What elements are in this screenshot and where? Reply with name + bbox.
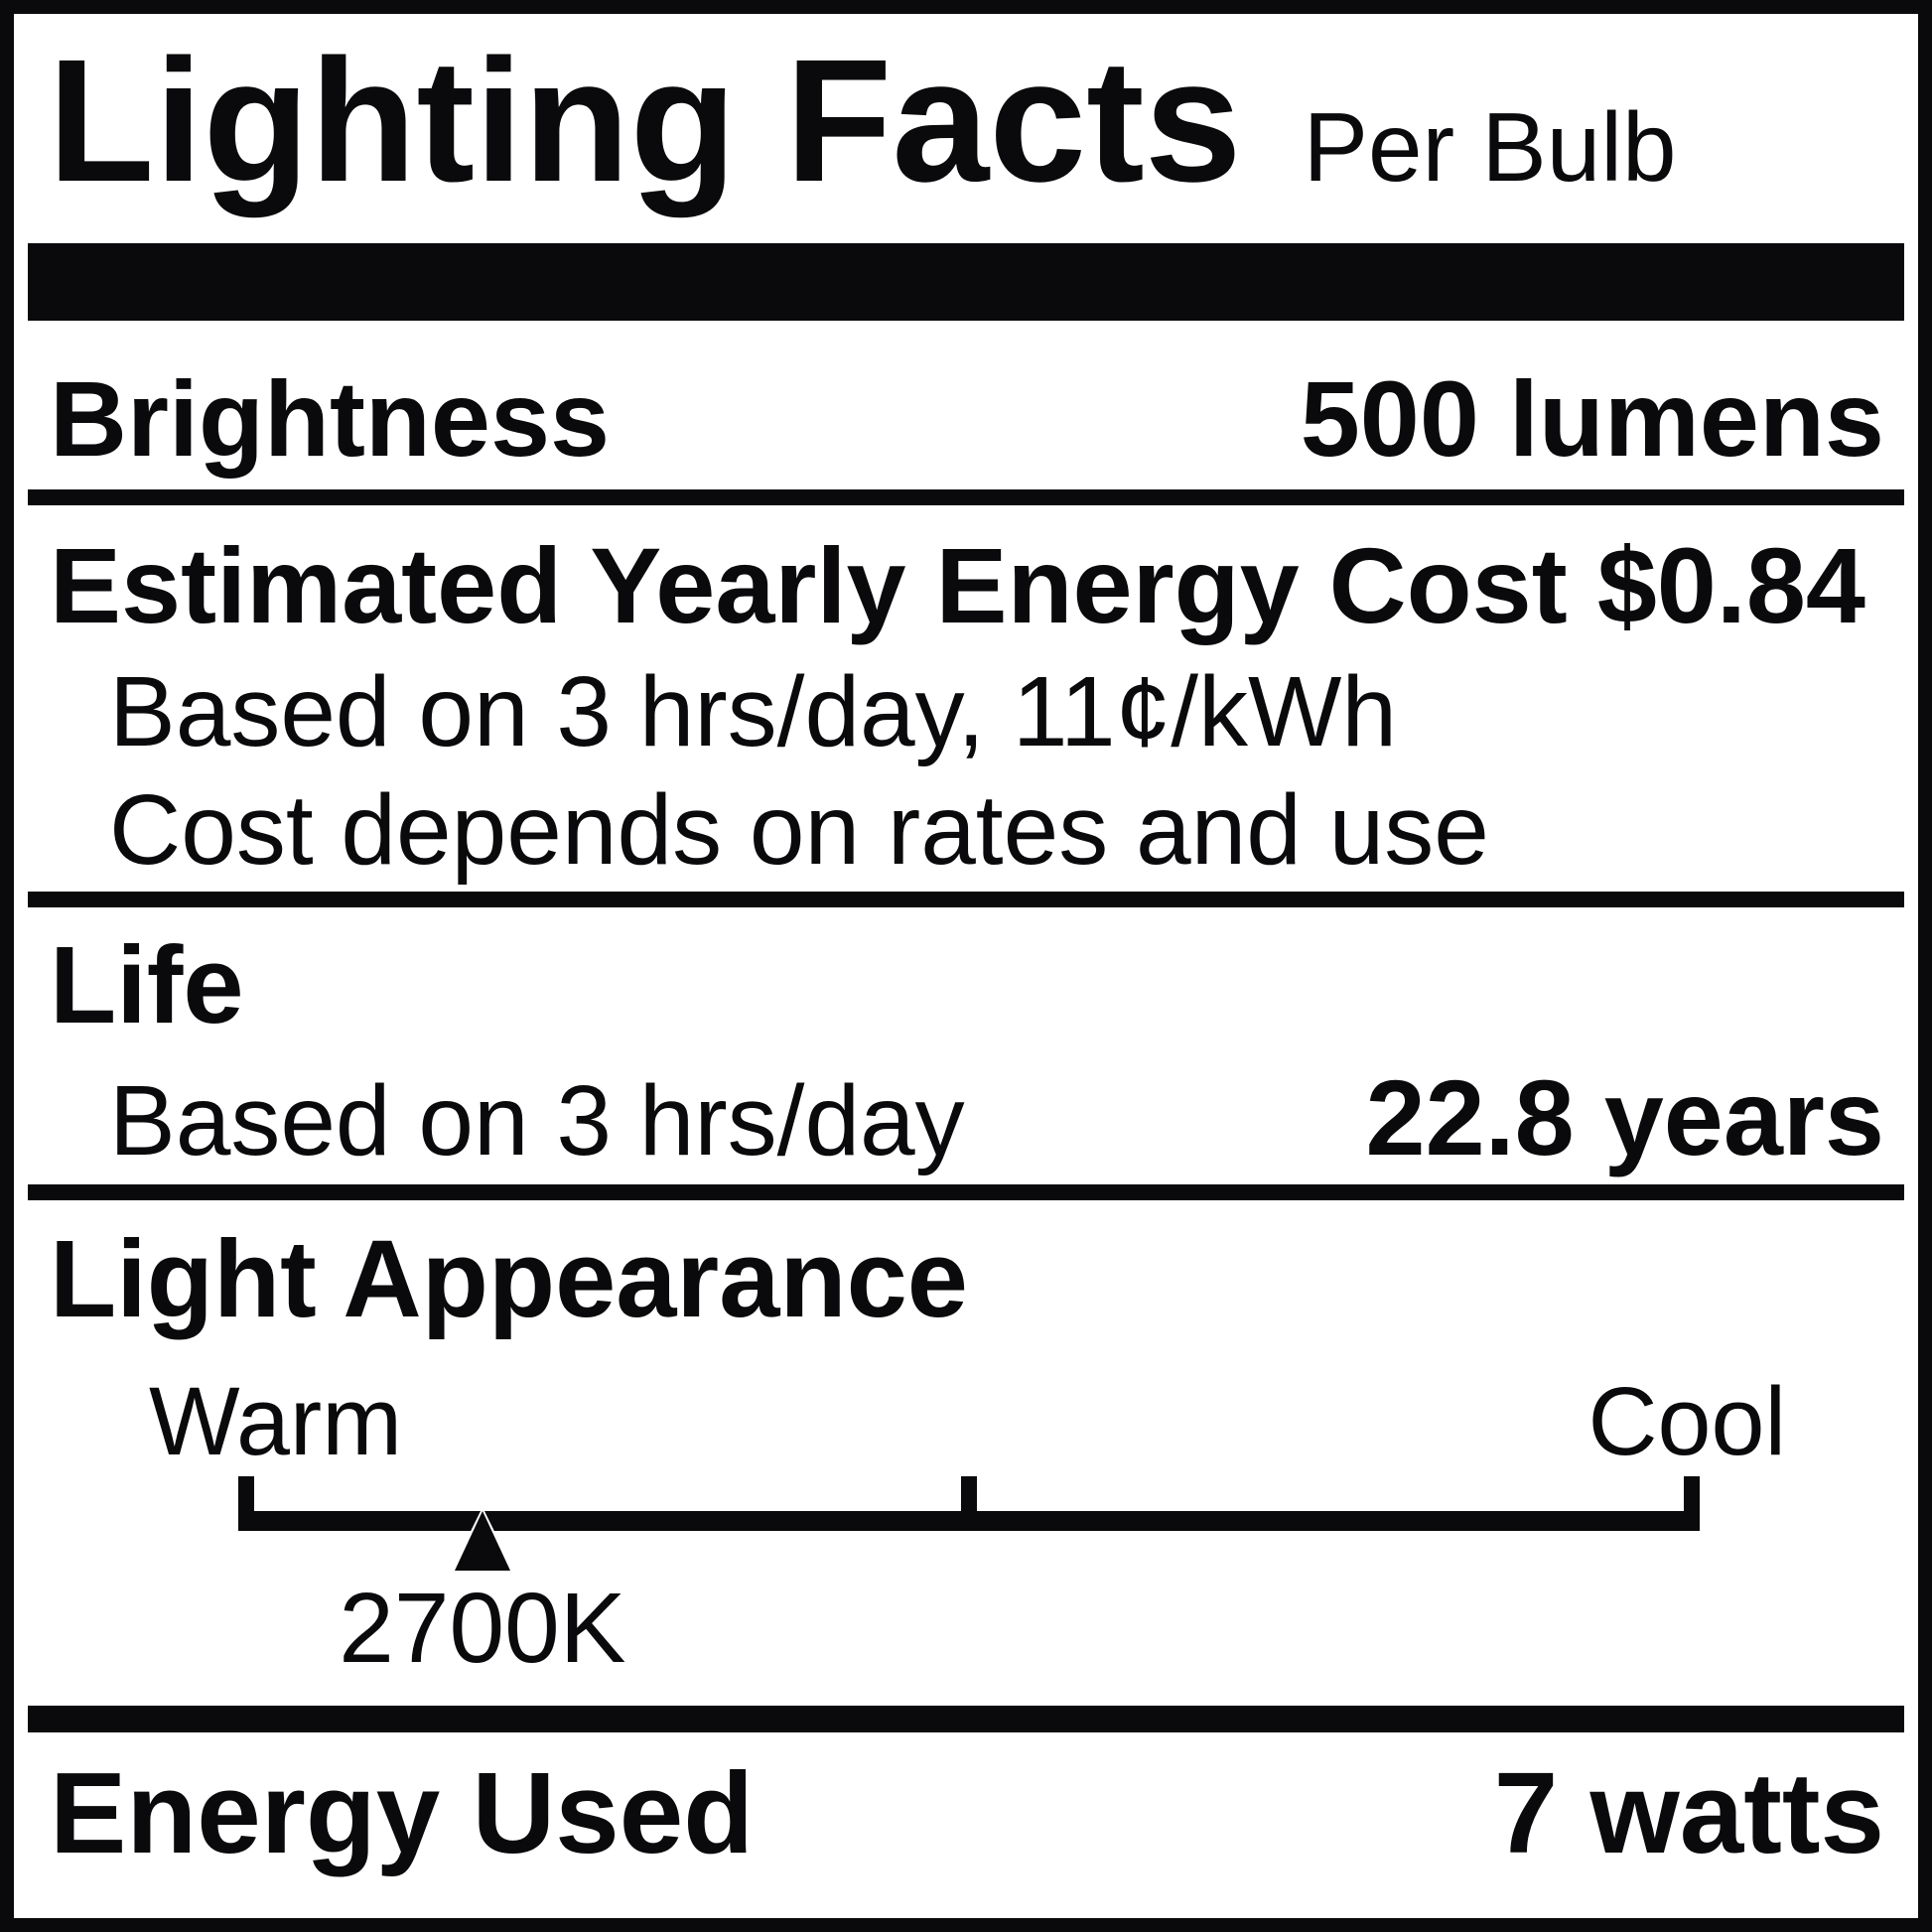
color-temperature-scale bbox=[238, 1476, 1700, 1531]
energy-cost-line: Estimated Yearly Energy Cost $0.84 bbox=[50, 532, 1865, 639]
brightness-label: Brightness bbox=[50, 358, 611, 479]
energy-cost-value: $0.84 bbox=[1596, 525, 1865, 645]
scale-tick-warm-end bbox=[238, 1476, 254, 1531]
life-divider bbox=[28, 1184, 1904, 1200]
title-qualifier: Per Bulb bbox=[1303, 92, 1677, 202]
warm-label: Warm bbox=[149, 1367, 403, 1475]
energy-cost-basis-note: Based on 3 hrs/day, 11¢/kWh bbox=[109, 656, 1398, 767]
appearance-divider bbox=[28, 1706, 1904, 1732]
title-divider-bar bbox=[28, 243, 1904, 321]
cool-label: Cool bbox=[1587, 1367, 1787, 1475]
brightness-divider bbox=[28, 489, 1904, 505]
light-appearance-heading: Light Appearance bbox=[50, 1218, 968, 1340]
energy-used-label: Energy Used bbox=[50, 1748, 755, 1877]
life-basis: Based on 3 hrs/day bbox=[109, 1065, 965, 1176]
scale-tick-cool-end bbox=[1684, 1476, 1700, 1531]
pointer-triangle-icon bbox=[454, 1511, 510, 1571]
energy-used-value: 7 watts bbox=[1493, 1748, 1884, 1877]
scale-tick-middle bbox=[961, 1476, 977, 1531]
life-value: 22.8 years bbox=[1365, 1057, 1885, 1177]
cost-divider bbox=[28, 892, 1904, 907]
life-row: Based on 3 hrs/day 22.8 years bbox=[109, 1064, 1884, 1172]
label-title: Lighting Facts bbox=[48, 24, 1242, 218]
kelvin-value: 2700K bbox=[339, 1573, 626, 1684]
energy-cost-rates-note: Cost depends on rates and use bbox=[109, 774, 1489, 886]
brightness-value: 500 lumens bbox=[1300, 358, 1884, 479]
life-heading: Life bbox=[50, 924, 244, 1046]
title-row: Lighting Facts Per Bulb bbox=[48, 34, 1898, 208]
energy-used-row: Energy Used 7 watts bbox=[50, 1755, 1884, 1870]
energy-cost-label: Estimated Yearly Energy Cost bbox=[50, 525, 1568, 645]
brightness-row: Brightness 500 lumens bbox=[50, 365, 1884, 473]
